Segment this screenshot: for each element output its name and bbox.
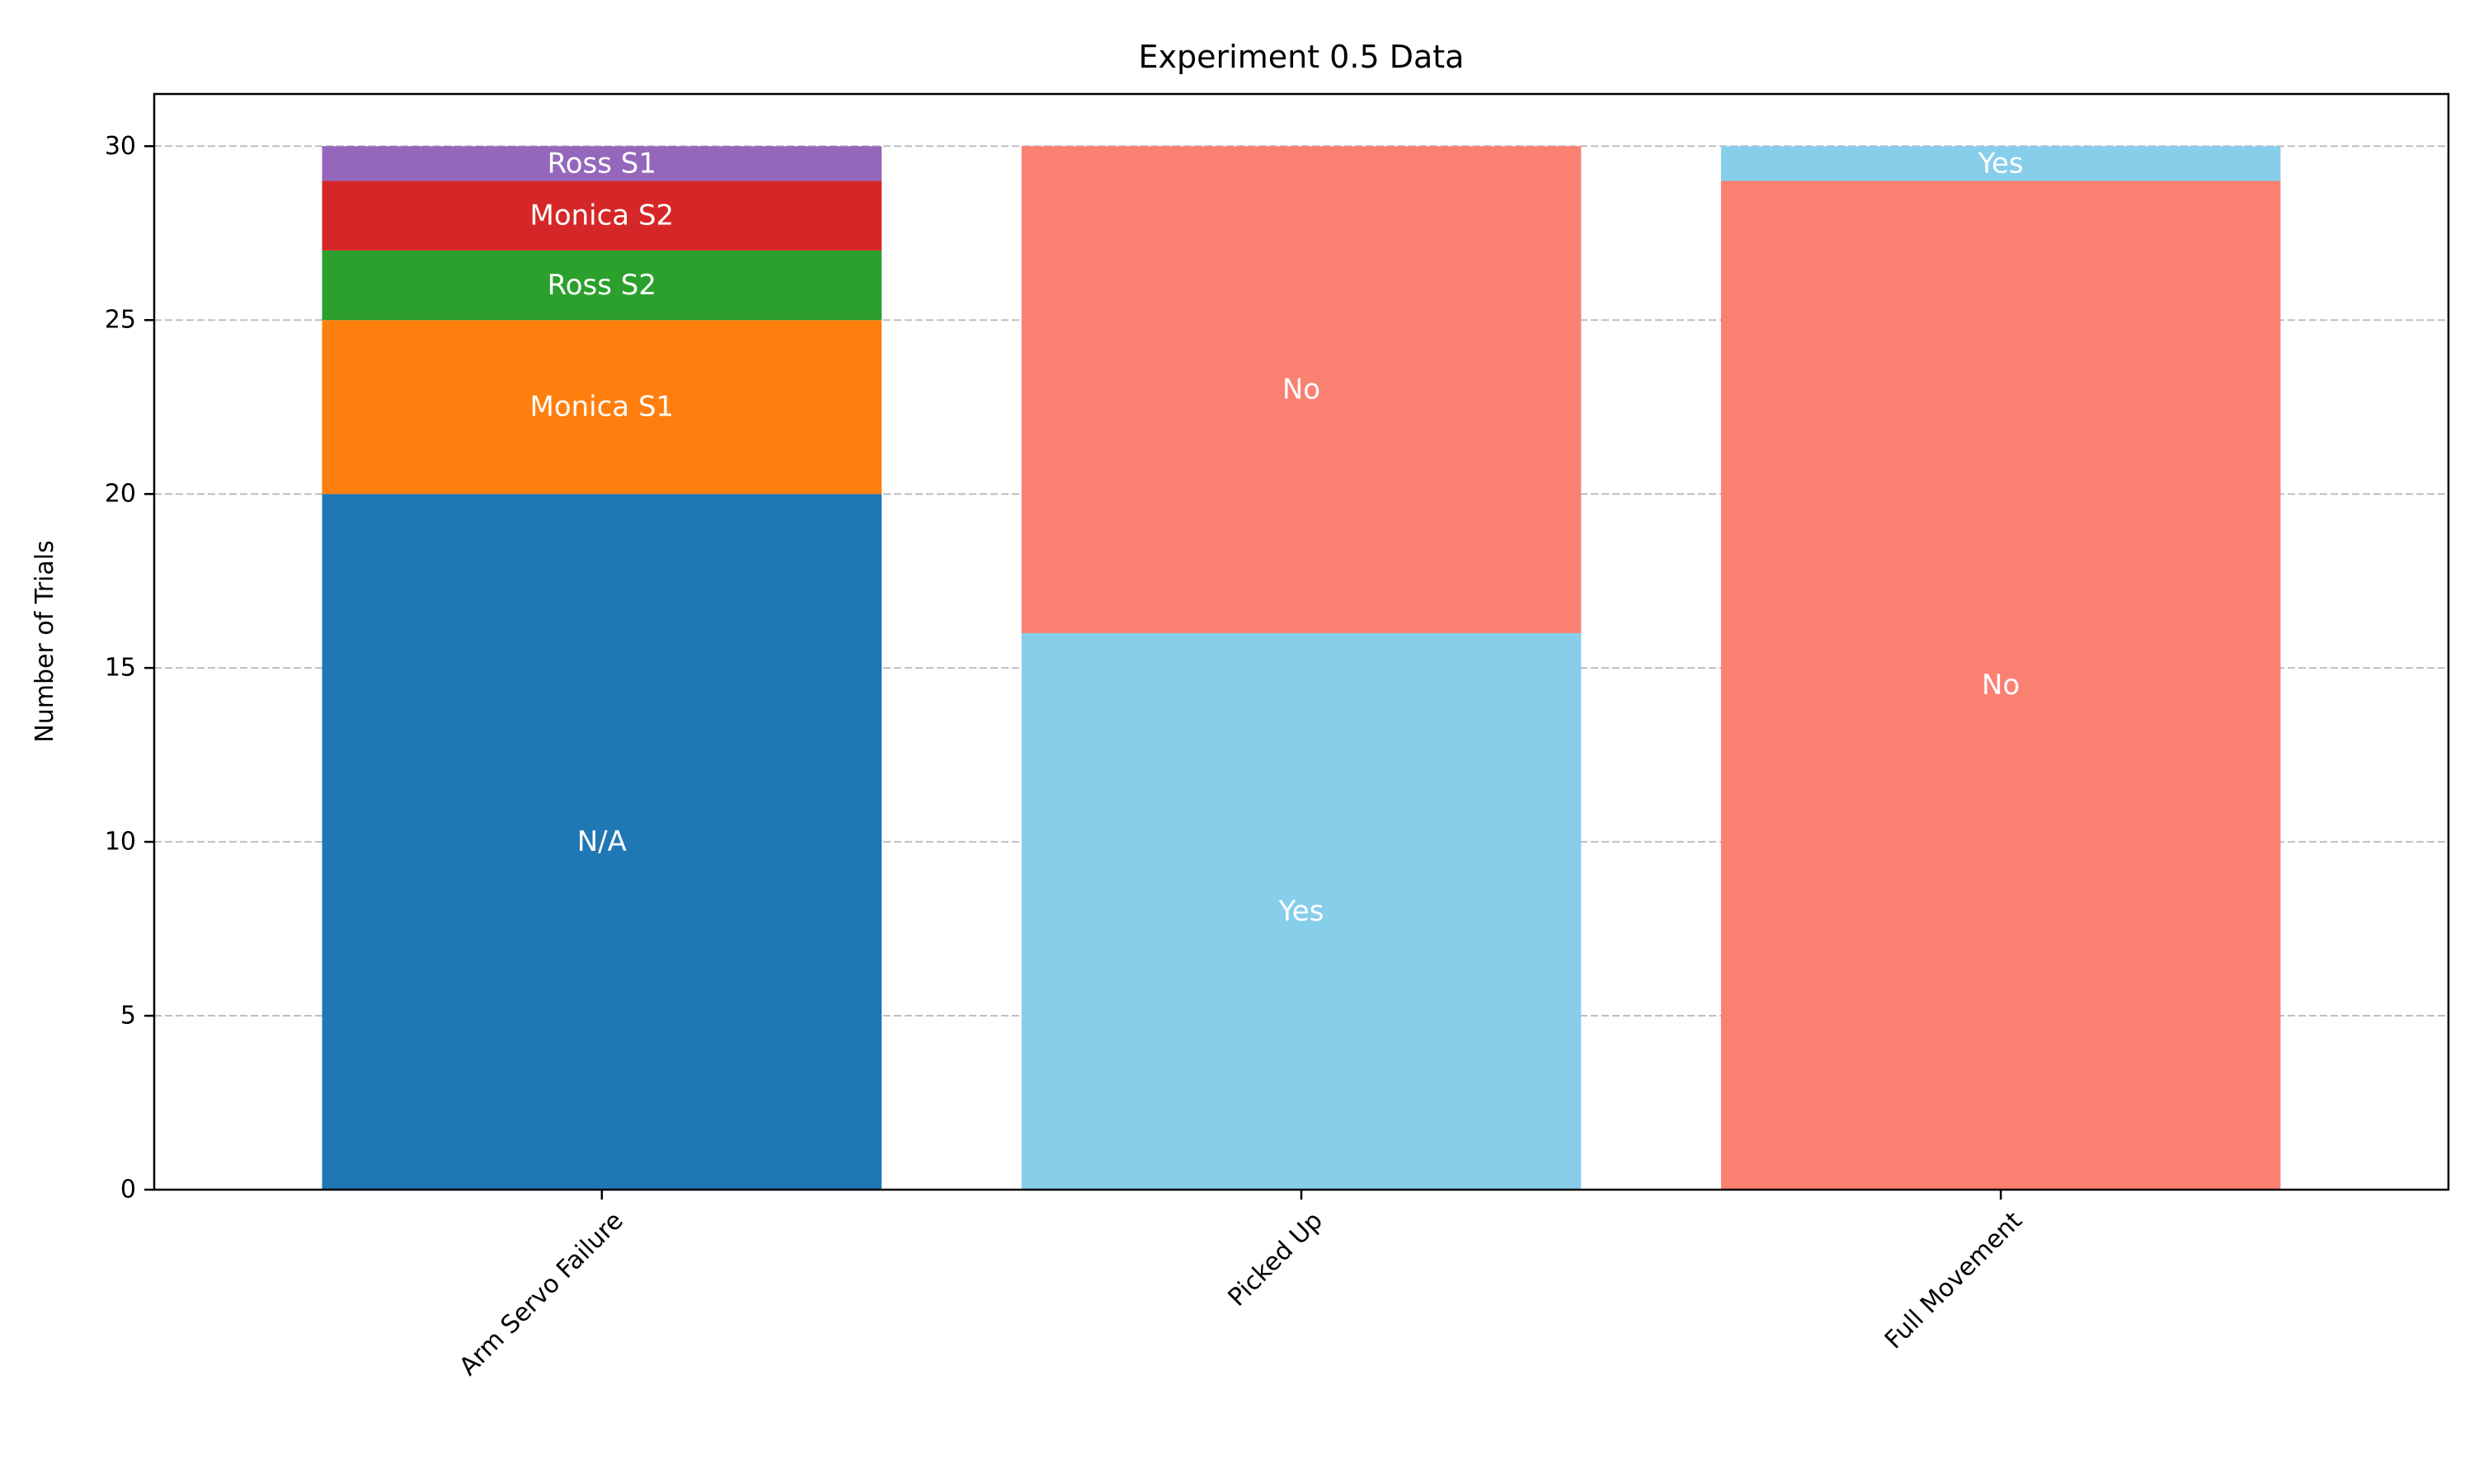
- y-tick-label: 25: [105, 306, 136, 335]
- bar-segment-label: N/A: [577, 825, 627, 858]
- bar-segment: [1021, 632, 1582, 1190]
- bar-segment-label: Ross S2: [548, 269, 656, 302]
- bar-segment-label: Monica S2: [529, 200, 674, 232]
- bar-segment: [1021, 146, 1582, 633]
- chart-title: Experiment 0.5 Data: [1139, 39, 1465, 75]
- y-tick-label: 15: [105, 654, 136, 683]
- bar-segment: [322, 320, 882, 495]
- bar-segment: [1720, 146, 2281, 181]
- bar-segment-label: Yes: [1278, 895, 1324, 928]
- bar-segment: [322, 250, 882, 321]
- bar-segment-label: No: [1982, 669, 2020, 702]
- bar-segment: [322, 181, 882, 251]
- bar-segment: [322, 494, 882, 1190]
- y-tick-label: 0: [120, 1176, 136, 1205]
- bar-segment: [322, 146, 882, 181]
- bar-segment-label: Monica S1: [529, 391, 674, 424]
- y-tick-label: 5: [120, 1002, 136, 1031]
- bars: N/A Monica S1 Ross S2 Monica S2 Ross S1 Yes No…: [322, 146, 2281, 1190]
- y-tick-label: 30: [105, 132, 136, 161]
- bar-segment: [1720, 181, 2281, 1190]
- bar-segment-label: No: [1282, 373, 1320, 406]
- bar-segment-label: Yes: [1978, 147, 2024, 180]
- y-axis-label: Number of Trials: [31, 540, 59, 742]
- bar-segment-label: Ross S1: [548, 147, 656, 180]
- y-tick-label: 20: [105, 480, 136, 509]
- y-tick-label: 10: [105, 828, 136, 857]
